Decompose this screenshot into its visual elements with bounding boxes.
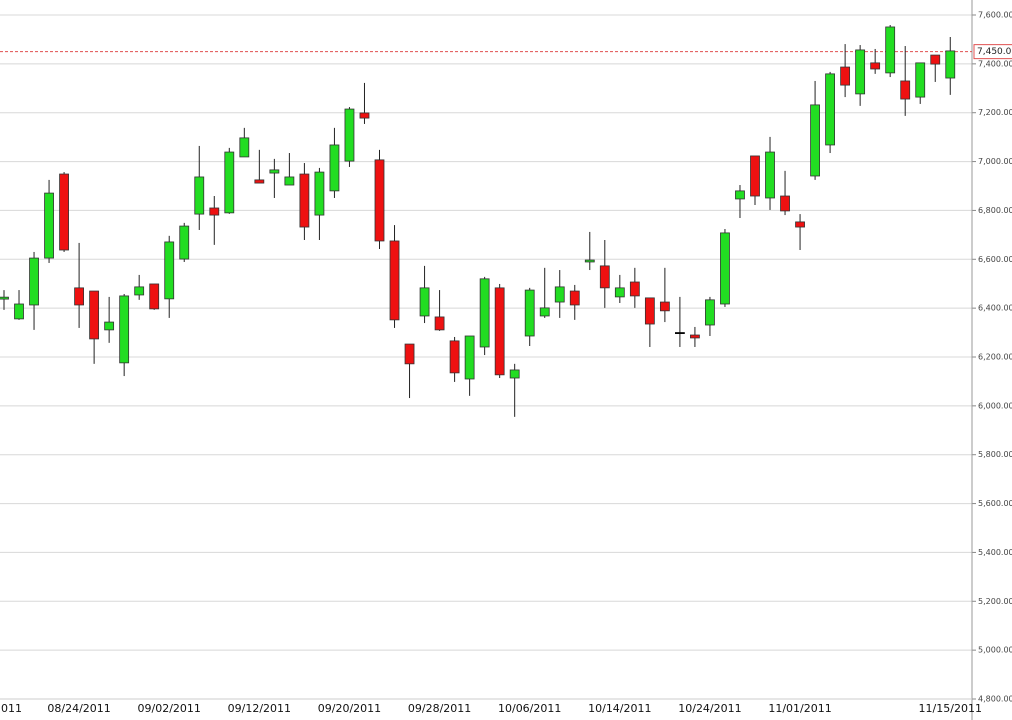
candle-body <box>44 192 54 259</box>
candle-body <box>524 289 535 337</box>
candle-body <box>254 179 265 184</box>
x-tick-label: 09/02/2011 <box>138 702 201 715</box>
candle-body <box>945 50 956 79</box>
x-tick-label: 09/20/2011 <box>318 702 381 715</box>
candle-body <box>269 169 280 174</box>
candle-body <box>569 290 580 306</box>
candle-body <box>194 176 205 215</box>
y-tick-label: 7,600.00 <box>978 11 1012 20</box>
candle-body <box>675 332 685 334</box>
candle-body <box>314 171 325 216</box>
y-tick-label: 6,000.00 <box>978 401 1012 410</box>
candle-body <box>89 290 100 340</box>
candle-body <box>209 207 220 216</box>
candle-body <box>644 297 655 325</box>
candle-body <box>134 286 145 296</box>
y-tick-label: 7,400.00 <box>978 59 1012 68</box>
candle-body <box>765 151 775 199</box>
candle-body <box>479 278 490 348</box>
candle-body <box>735 190 745 200</box>
candle-body <box>855 49 866 95</box>
candle-body <box>464 335 475 380</box>
candle-body <box>795 221 805 228</box>
candle-body <box>59 173 69 251</box>
candle-body <box>149 283 160 310</box>
y-tick-label: 5,000.00 <box>978 646 1012 655</box>
x-tick-label: 2011 <box>0 702 22 715</box>
candle-body <box>359 112 370 119</box>
candle-body <box>614 287 625 298</box>
candle-body <box>750 155 760 197</box>
y-tick-label: 5,800.00 <box>978 450 1012 459</box>
candle-body <box>780 195 790 212</box>
x-tick-label: 08/24/2011 <box>47 702 110 715</box>
candle-body <box>690 334 700 339</box>
x-tick-label: 10/06/2011 <box>498 702 561 715</box>
candle-body <box>389 240 400 321</box>
candle-body <box>404 343 415 365</box>
candle-body <box>104 321 115 331</box>
candle-body <box>179 225 190 260</box>
candle-body <box>705 299 715 326</box>
candle-body <box>659 301 670 312</box>
candle-body <box>629 281 640 297</box>
candle-body <box>14 303 24 320</box>
candle-body <box>554 286 565 303</box>
y-tick-label: 7,200.00 <box>978 108 1012 117</box>
candle-body <box>885 26 896 74</box>
candle-body <box>164 241 175 300</box>
candle-body <box>599 265 610 289</box>
candle-body <box>840 66 851 86</box>
candle-body <box>509 369 520 379</box>
y-tick-label: 5,200.00 <box>978 597 1012 606</box>
candle-body <box>344 108 355 162</box>
y-tick-label: 6,400.00 <box>978 304 1012 313</box>
x-tick-label: 09/28/2011 <box>408 702 471 715</box>
candle-body <box>720 232 730 305</box>
candle-body <box>494 287 505 376</box>
candle-body <box>825 73 835 146</box>
candle-body <box>419 287 430 317</box>
y-tick-label: 6,600.00 <box>978 255 1012 264</box>
x-tick-label: 11/15/2011 <box>919 702 982 715</box>
x-tick-label: 10/14/2011 <box>588 702 651 715</box>
candle-body <box>449 340 460 374</box>
last-price-box <box>973 44 1012 60</box>
candle-body <box>329 144 340 192</box>
candle-body <box>284 176 295 186</box>
candle-body <box>810 104 820 177</box>
y-tick-label: 6,200.00 <box>978 353 1012 362</box>
candle-body <box>434 316 445 331</box>
x-tick-label: 10/24/2011 <box>678 702 741 715</box>
candle-body <box>299 173 310 228</box>
candle-body <box>539 307 550 317</box>
candle-body <box>29 257 39 306</box>
y-tick-label: 6,800.00 <box>978 206 1012 215</box>
candle-body <box>915 62 926 98</box>
y-tick-label: 5,600.00 <box>978 499 1012 508</box>
candle-body <box>870 62 881 70</box>
candle-body <box>584 259 595 263</box>
candle-body <box>224 151 235 214</box>
candle-body <box>930 54 941 65</box>
candle-body <box>374 159 385 242</box>
x-tick-label: 09/12/2011 <box>228 702 291 715</box>
candle-body <box>119 295 130 364</box>
last-price-label: 7,450.00 <box>977 47 1012 57</box>
candle-body <box>239 137 250 158</box>
y-tick-label: 5,400.00 <box>978 548 1012 557</box>
y-tick-label: 4,800.00 <box>978 695 1012 704</box>
candle-body <box>900 80 911 100</box>
candle-body <box>74 287 84 306</box>
y-tick-label: 7,000.00 <box>978 157 1012 166</box>
x-tick-label: 11/01/2011 <box>768 702 831 715</box>
candle-body <box>0 296 9 300</box>
